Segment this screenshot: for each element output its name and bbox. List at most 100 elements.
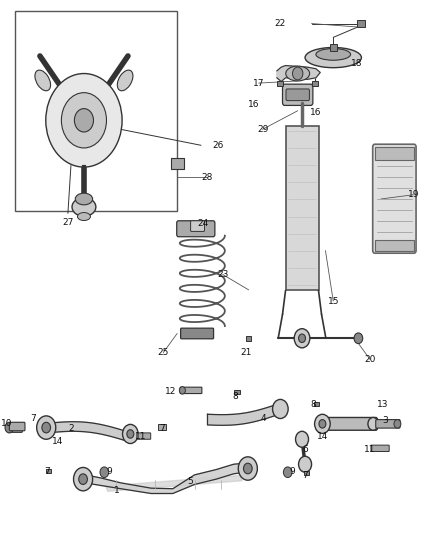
Text: 12: 12 bbox=[165, 387, 177, 396]
Bar bbox=[312, 82, 318, 86]
Bar bbox=[46, 469, 50, 473]
Text: 6: 6 bbox=[302, 446, 308, 455]
FancyBboxPatch shape bbox=[191, 221, 205, 231]
Circle shape bbox=[46, 74, 122, 167]
Circle shape bbox=[319, 419, 326, 428]
Text: 27: 27 bbox=[62, 218, 74, 227]
Text: 14: 14 bbox=[317, 432, 328, 441]
Text: 25: 25 bbox=[158, 348, 169, 357]
Circle shape bbox=[354, 333, 363, 344]
Circle shape bbox=[79, 474, 88, 484]
Text: 21: 21 bbox=[240, 348, 251, 357]
Circle shape bbox=[61, 93, 106, 148]
Bar bbox=[314, 401, 319, 406]
Circle shape bbox=[314, 414, 330, 433]
Ellipse shape bbox=[72, 198, 96, 216]
Text: 22: 22 bbox=[275, 19, 286, 28]
Polygon shape bbox=[208, 403, 279, 425]
Text: 18: 18 bbox=[351, 59, 363, 68]
Circle shape bbox=[100, 467, 109, 478]
Text: 4: 4 bbox=[261, 414, 267, 423]
Text: 23: 23 bbox=[217, 270, 228, 279]
Polygon shape bbox=[106, 475, 242, 491]
Text: 8: 8 bbox=[311, 400, 317, 409]
Ellipse shape bbox=[305, 47, 361, 68]
Polygon shape bbox=[277, 66, 320, 82]
Circle shape bbox=[179, 386, 185, 394]
FancyBboxPatch shape bbox=[283, 84, 313, 106]
Circle shape bbox=[238, 457, 258, 480]
Text: 7: 7 bbox=[44, 467, 50, 475]
Circle shape bbox=[74, 109, 93, 132]
Text: 16: 16 bbox=[310, 108, 321, 117]
Bar bbox=[158, 424, 166, 430]
Circle shape bbox=[299, 456, 311, 472]
Text: 2: 2 bbox=[68, 424, 74, 433]
Bar bbox=[246, 336, 251, 341]
Ellipse shape bbox=[286, 66, 310, 81]
Text: 11: 11 bbox=[364, 446, 376, 455]
Text: 14: 14 bbox=[52, 438, 64, 447]
Bar bbox=[14, 11, 177, 211]
FancyBboxPatch shape bbox=[286, 89, 309, 101]
Circle shape bbox=[296, 431, 308, 447]
FancyBboxPatch shape bbox=[373, 144, 416, 253]
Circle shape bbox=[74, 467, 92, 491]
Text: 7: 7 bbox=[159, 424, 165, 433]
Text: 19: 19 bbox=[408, 190, 419, 199]
Circle shape bbox=[293, 67, 303, 80]
Circle shape bbox=[283, 467, 292, 478]
FancyBboxPatch shape bbox=[375, 147, 414, 160]
Bar bbox=[234, 390, 240, 394]
FancyBboxPatch shape bbox=[371, 445, 389, 451]
Polygon shape bbox=[80, 463, 251, 494]
FancyBboxPatch shape bbox=[180, 387, 202, 393]
FancyBboxPatch shape bbox=[318, 417, 378, 430]
Ellipse shape bbox=[316, 49, 350, 60]
Text: 26: 26 bbox=[213, 141, 224, 150]
Text: 3: 3 bbox=[382, 416, 388, 425]
Text: 13: 13 bbox=[378, 400, 389, 409]
Bar bbox=[330, 44, 337, 51]
Bar bbox=[277, 82, 283, 86]
Circle shape bbox=[394, 419, 401, 428]
FancyBboxPatch shape bbox=[177, 221, 215, 237]
FancyBboxPatch shape bbox=[180, 328, 214, 339]
FancyBboxPatch shape bbox=[8, 423, 22, 432]
Text: 15: 15 bbox=[328, 296, 339, 305]
Circle shape bbox=[368, 417, 378, 430]
Text: 16: 16 bbox=[248, 100, 259, 109]
Text: 29: 29 bbox=[257, 125, 268, 134]
Ellipse shape bbox=[75, 193, 92, 205]
Text: 20: 20 bbox=[364, 355, 376, 364]
Bar bbox=[357, 20, 365, 27]
Text: 10: 10 bbox=[1, 419, 13, 428]
FancyBboxPatch shape bbox=[137, 433, 151, 439]
FancyBboxPatch shape bbox=[375, 240, 414, 251]
Text: 24: 24 bbox=[198, 220, 209, 229]
Text: 1: 1 bbox=[113, 486, 119, 495]
Polygon shape bbox=[47, 422, 130, 442]
Text: 8: 8 bbox=[233, 392, 239, 401]
Circle shape bbox=[5, 422, 14, 433]
Text: 9: 9 bbox=[106, 467, 112, 475]
FancyBboxPatch shape bbox=[171, 158, 184, 169]
Circle shape bbox=[272, 399, 288, 418]
Text: 11: 11 bbox=[134, 432, 146, 441]
Ellipse shape bbox=[78, 213, 90, 221]
FancyBboxPatch shape bbox=[376, 419, 400, 428]
Circle shape bbox=[123, 424, 138, 443]
FancyBboxPatch shape bbox=[286, 126, 318, 290]
Circle shape bbox=[299, 334, 305, 343]
Circle shape bbox=[37, 416, 56, 439]
Text: 9: 9 bbox=[289, 467, 295, 475]
Circle shape bbox=[244, 463, 252, 474]
Ellipse shape bbox=[117, 70, 133, 91]
Text: 28: 28 bbox=[201, 173, 212, 182]
Ellipse shape bbox=[35, 70, 50, 91]
Text: 7: 7 bbox=[302, 471, 308, 480]
Text: 7: 7 bbox=[30, 414, 36, 423]
Circle shape bbox=[42, 422, 50, 433]
Bar bbox=[304, 471, 308, 475]
Circle shape bbox=[127, 430, 134, 438]
